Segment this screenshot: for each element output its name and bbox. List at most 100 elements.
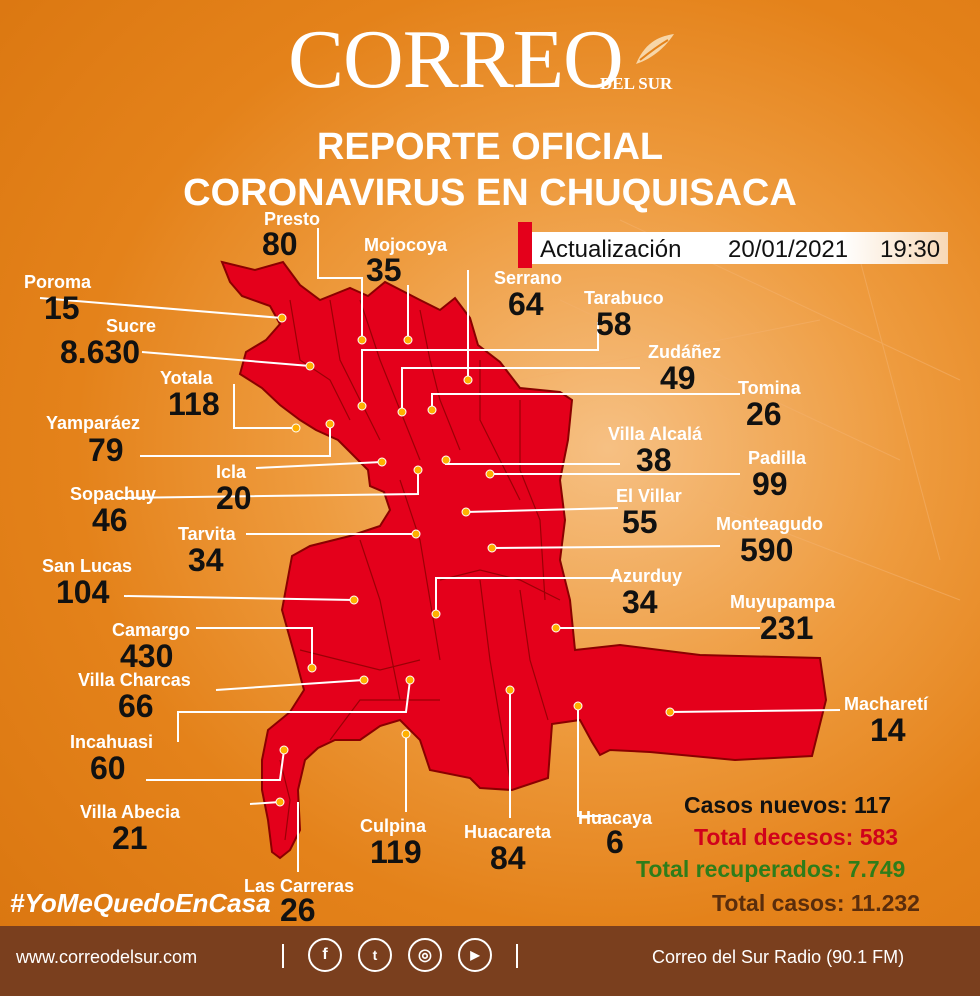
marker-camargo [307,663,317,673]
municipality-count: 26 [746,396,782,432]
municipality-count: 58 [596,306,632,342]
municipality-name: Tarabuco [584,288,664,308]
municipality-name: Huacareta [464,822,552,842]
municipality-count: 55 [622,504,658,540]
municipality-count: 99 [752,466,788,502]
municipality-name: Villa Alcalá [608,424,703,444]
municipality-name: San Lucas [42,556,133,576]
marker-sucre [305,361,315,371]
municipality-count: 66 [118,688,154,724]
marker-yotala [291,423,301,433]
municipality-name: Mojocoya [364,235,448,255]
municipality-name: Tomina [738,378,801,398]
municipality-count: 21 [112,820,148,856]
municipality-name: El Villar [616,486,682,506]
marker-huacaya [573,701,583,711]
summary-recovered: Total recuperados: 7.749 [636,856,906,882]
marker-machareti [665,707,675,717]
marker-poroma [277,313,287,323]
marker-tarvita [411,529,421,539]
municipality-count: 119 [370,834,422,870]
marker-serrano [463,375,473,385]
municipality-name: Azurduy [610,566,682,586]
marker-el-villar [461,507,471,517]
municipality-name: Muyupampa [730,592,836,612]
municipality-count: 34 [188,542,224,578]
report-subtitle: CORONAVIRUS EN CHUQUISACA [183,172,797,214]
twitter-icon[interactable]: t [358,938,392,972]
municipality-count: 231 [760,610,814,646]
municipality-name: Padilla [748,448,807,468]
marker-yamparaez [325,419,335,429]
marker-tarabuco [357,401,367,411]
summary-new-cases: Casos nuevos: 117 [684,792,892,818]
municipality-count: 38 [636,442,672,478]
marker-las-carreras [275,797,285,807]
leader-lines [39,228,841,872]
update-label: Actualización [540,236,682,263]
marker-tomina [427,405,437,415]
update-time: 19:30 [880,236,941,263]
municipality-count: 60 [90,750,126,786]
summary-total: Total casos: 11.232 [712,890,920,916]
marker-monteagudo [487,543,497,553]
report-title: REPORTE OFICIAL [316,126,664,168]
update-date: 20/01/2021 [728,236,849,263]
municipality-name: Zudáñez [648,342,722,362]
update-banner [518,232,948,264]
municipality-name: Yamparáez [46,413,141,433]
municipality-name: Serrano [494,268,563,288]
municipality-count: 590 [740,532,794,568]
municipality-name: Sucre [106,316,157,336]
municipality-name: Monteagudo [716,514,823,534]
radio-link[interactable]: Correo del Sur Radio (90.1 FM) [652,947,905,967]
logo-title: CORREO [288,13,624,106]
municipality-name: Incahuasi [70,732,154,752]
municipality-count: 49 [660,360,696,396]
municipality-count: 15 [44,290,80,326]
municipal-borders [279,299,561,841]
municipality-count: 104 [56,574,110,610]
marker-presto [357,335,367,345]
municipality-name: Icla [216,462,247,482]
marker-muyupampa [551,623,561,633]
municipality-count: 14 [870,712,906,748]
youtube-icon[interactable]: ▶ [458,938,492,972]
footer-divider [516,944,518,968]
marker-sopachuy [413,465,423,475]
website-link[interactable]: www.correodelsur.com [16,947,198,967]
facebook-icon[interactable]: f [308,938,342,972]
marker-huacareta [505,685,515,695]
municipality-count: 79 [88,432,124,468]
marker-zudanez [397,407,407,417]
leaf-logo-icon [636,34,674,64]
municipality-count: 430 [120,638,174,674]
municipality-count: 80 [262,226,298,262]
marker-san-lucas [349,595,359,605]
municipality-name: Poroma [24,272,92,292]
marker-villa-abecia [279,745,289,755]
municipality-markers [275,313,675,807]
department-shape [220,260,828,860]
marker-padilla [485,469,495,479]
municipality-name: Villa Abecia [80,802,181,822]
summary-deaths: Total decesos: 583 [694,824,899,850]
municipality-name: Presto [264,209,321,229]
marker-culpina [401,729,411,739]
municipality-count: 26 [280,892,316,928]
municipality-count: 64 [508,286,544,322]
municipality-name: Las Carreras [244,876,355,896]
municipality-name: Sopachuy [70,484,157,504]
instagram-icon[interactable]: ◎ [408,938,442,972]
municipality-count: 46 [92,502,128,538]
municipality-name: Yotala [160,368,213,388]
marker-mojocoya [403,335,413,345]
municipality-name: Huacaya [578,808,653,828]
marker-villa-charcas [359,675,369,685]
marker-incahuasi [405,675,415,685]
municipality-name: Culpina [360,816,426,836]
municipality-count: 118 [168,386,220,422]
municipality-count: 8.630 [60,334,141,370]
